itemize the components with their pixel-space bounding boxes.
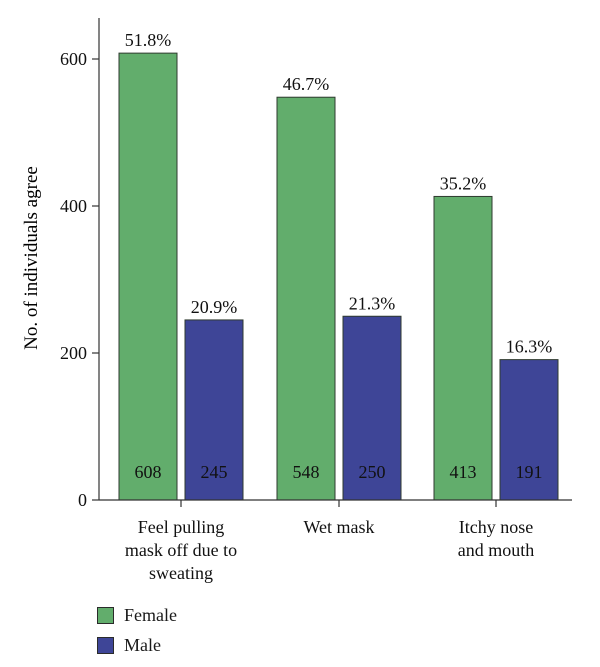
legend-item-female: Female xyxy=(97,600,177,630)
bar-female-0 xyxy=(118,52,178,501)
bar-male-2 xyxy=(499,359,559,501)
legend-swatch-male xyxy=(97,636,114,654)
y-tick-label-0: 0 xyxy=(78,490,87,510)
bar-value-label-male-0: 245 xyxy=(201,462,228,482)
bar-chart: 608 51.8% 548 46.7% 413 35.2% 245 20.9% 250 21.3%… xyxy=(21,18,572,583)
legend-label-female: Female xyxy=(124,604,177,625)
legend-item-male: Male xyxy=(97,630,177,660)
bar-percent-label-male-0: 20.9% xyxy=(191,297,238,317)
bar-percent-label-female-2: 35.2% xyxy=(440,173,487,193)
bar-female-1 xyxy=(276,96,336,501)
legend-swatch-female xyxy=(97,606,114,624)
bar-female-2 xyxy=(433,195,493,501)
x-category-label-2-1: and mouth xyxy=(458,540,535,560)
x-category-label-1-0: Wet mask xyxy=(303,517,374,537)
bar-value-label-male-2: 191 xyxy=(516,462,543,482)
legend: Female Male xyxy=(97,600,177,660)
bar-male-1 xyxy=(342,315,402,501)
bar-value-label-female-0: 608 xyxy=(135,462,162,482)
y-tick-label-200: 200 xyxy=(60,343,87,363)
x-category-label-0-0: Feel pulling xyxy=(138,517,225,537)
y-tick-label-400: 400 xyxy=(60,196,87,216)
x-category-label-2-0: Itchy nose xyxy=(459,517,533,537)
y-axis-label: No. of individuals agree xyxy=(21,166,42,350)
bar-percent-label-male-1: 21.3% xyxy=(349,293,396,313)
bar-percent-label-male-2: 16.3% xyxy=(506,337,553,357)
x-category-label-0-1: mask off due to xyxy=(125,540,237,560)
bar-value-label-female-2: 413 xyxy=(450,462,477,482)
bar-value-label-male-1: 250 xyxy=(359,462,386,482)
x-category-label-0-2: sweating xyxy=(149,563,213,583)
y-tick-label-600: 600 xyxy=(60,49,87,69)
legend-label-male: Male xyxy=(124,634,161,655)
bar-percent-label-female-0: 51.8% xyxy=(125,30,172,50)
bar-percent-label-female-1: 46.7% xyxy=(283,74,330,94)
bar-value-label-female-1: 548 xyxy=(293,462,320,482)
bar-male-0 xyxy=(184,319,244,501)
